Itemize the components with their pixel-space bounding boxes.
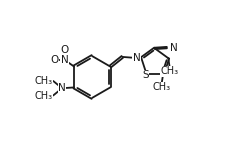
Text: O: O: [60, 45, 69, 55]
Text: N: N: [58, 83, 66, 93]
Text: CH₃: CH₃: [152, 82, 171, 92]
Text: CH₃: CH₃: [161, 66, 179, 76]
Text: N: N: [170, 43, 178, 53]
Text: N: N: [61, 55, 68, 65]
Text: S: S: [142, 70, 148, 80]
Text: N: N: [133, 53, 141, 63]
Text: O: O: [50, 55, 59, 65]
Text: CH₃: CH₃: [34, 76, 52, 86]
Text: CH₃: CH₃: [34, 91, 52, 101]
